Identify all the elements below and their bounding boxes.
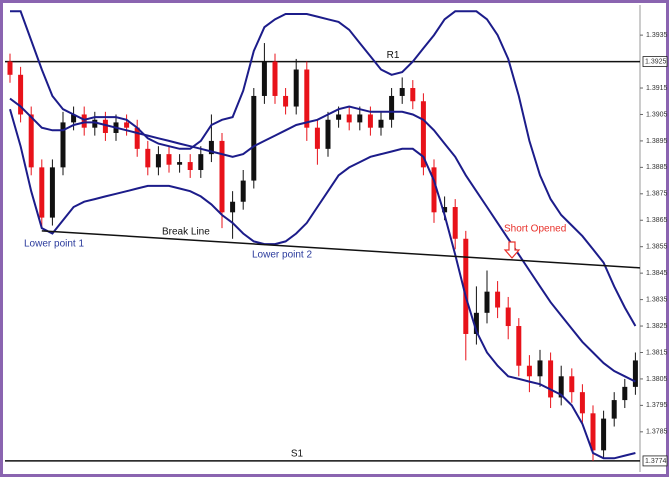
short-arrow: [503, 241, 521, 259]
level-tag: [642, 56, 668, 67]
candle-body: [81, 114, 87, 128]
candle-body: [283, 95, 289, 107]
candle-body: [357, 114, 363, 123]
candle-body: [304, 69, 310, 128]
candle-body: [399, 88, 405, 96]
candle-body: [336, 114, 342, 120]
candle-body: [39, 167, 45, 218]
candle-body: [526, 365, 532, 377]
level-name: S1: [291, 449, 304, 460]
candle-body: [102, 119, 108, 133]
annotation: Lower point 2: [252, 250, 312, 261]
candle-body: [548, 360, 554, 398]
candle-body: [410, 88, 416, 102]
candle-body: [463, 238, 469, 334]
candle-body: [516, 326, 522, 366]
break-line: [41, 230, 641, 269]
candle-body: [367, 114, 373, 128]
candle-body: [452, 207, 458, 239]
candle-body: [293, 69, 299, 107]
candle-body: [378, 119, 384, 128]
candle-body: [49, 167, 55, 218]
candle-body: [473, 312, 479, 334]
candle-body: [272, 61, 278, 96]
candle-body: [537, 360, 543, 377]
band-middle: [9, 97, 636, 383]
candle-body: [495, 291, 501, 308]
candle-body: [230, 201, 236, 213]
candle-body: [346, 114, 352, 123]
y-tick-label: 1.3855: [646, 244, 668, 251]
candle-body: [145, 148, 151, 168]
y-tick-label: 1.3805: [646, 376, 668, 383]
candle-body: [611, 400, 617, 419]
band-upper: [10, 10, 637, 327]
candle-body: [484, 291, 490, 313]
candle-body: [251, 95, 257, 181]
level-tag: [642, 455, 668, 467]
candle-body: [198, 154, 204, 171]
candle-body: [18, 74, 24, 115]
candle-body: [7, 61, 13, 75]
candle-body: [325, 119, 331, 149]
candle-body: [431, 167, 437, 213]
candle-body: [28, 114, 34, 168]
candle-body: [632, 360, 638, 387]
y-tick-label: 1.3895: [646, 138, 668, 145]
band-lower: [9, 108, 636, 460]
y-tick-label: 1.3885: [646, 164, 668, 171]
y-tick-label: 1.3915: [646, 85, 668, 92]
y-tick-label: 1.3905: [646, 111, 668, 118]
candle-body: [219, 140, 225, 213]
annotation: Lower point 1: [24, 239, 84, 250]
candle-body: [261, 61, 267, 96]
candle-body: [622, 386, 628, 401]
candle-body: [177, 162, 183, 165]
y-tick-label: 1.3785: [646, 429, 668, 436]
y-tick-label: 1.3795: [646, 402, 668, 409]
candle-body: [590, 413, 596, 451]
candle-body: [389, 95, 395, 120]
candle-body: [505, 307, 511, 327]
candle-body: [134, 127, 140, 149]
y-tick-label: 1.3935: [646, 32, 668, 39]
y-tick-label: 1.3865: [646, 217, 668, 224]
y-tick-label: 1.3875: [646, 191, 668, 198]
candle-body: [314, 127, 320, 149]
candle-body: [420, 101, 426, 168]
candle-body: [92, 119, 98, 128]
y-tick-label: 1.3845: [646, 270, 668, 277]
y-tick-label: 1.3835: [646, 296, 668, 303]
level-value: 1.3925: [645, 58, 667, 65]
break-line-label: Break Line: [162, 227, 210, 238]
y-tick-label: 1.3815: [646, 349, 668, 356]
annotation: Short Opened: [504, 224, 566, 235]
candle-body: [579, 392, 585, 414]
candle-body: [60, 122, 66, 168]
candle-body: [240, 180, 246, 202]
candle-body: [71, 114, 77, 123]
level-value: 1.3774: [645, 458, 667, 465]
candle-body: [166, 154, 172, 165]
candle-body: [558, 376, 564, 398]
candle-body: [187, 162, 193, 171]
candle-body: [124, 122, 130, 128]
candle-body: [601, 418, 607, 451]
candle-body: [155, 154, 161, 168]
candle-body: [569, 376, 575, 393]
candle-body: [442, 207, 448, 213]
level-name: R1: [387, 50, 400, 61]
y-tick-label: 1.3825: [646, 323, 668, 330]
candle-body: [208, 140, 214, 155]
